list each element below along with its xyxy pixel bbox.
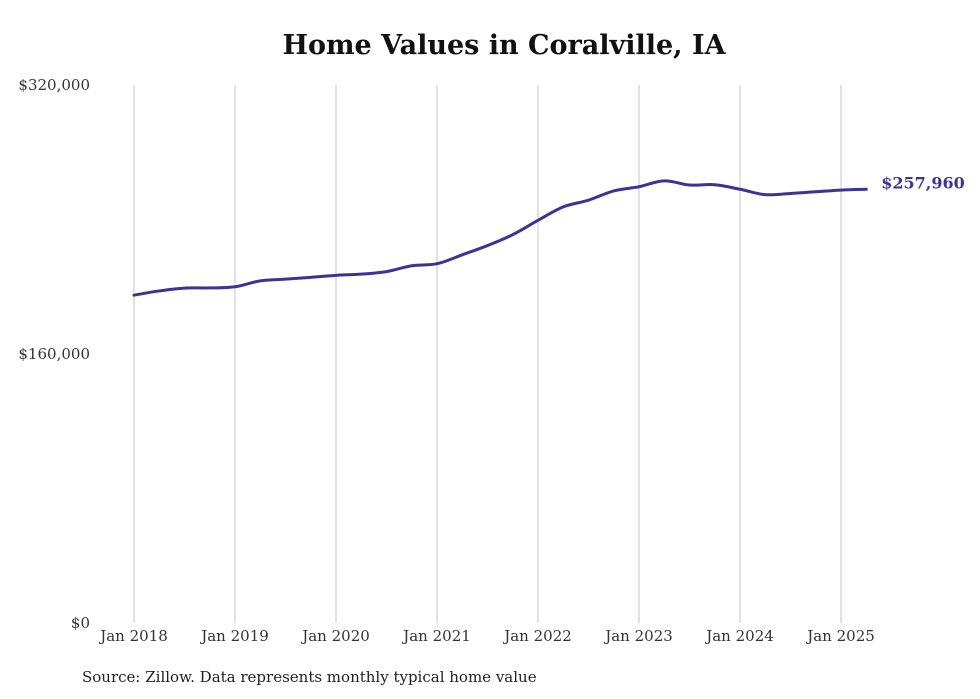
x-tick-label: Jan 2023 — [603, 627, 673, 645]
x-tick-label: Jan 2018 — [98, 627, 168, 645]
x-tick-label: Jan 2025 — [805, 627, 875, 645]
y-tick-label: $160,000 — [18, 345, 90, 363]
x-tick-label: Jan 2021 — [401, 627, 471, 645]
x-tick-label: Jan 2022 — [502, 627, 572, 645]
x-tick-label: Jan 2024 — [704, 627, 774, 645]
chart-title: Home Values in Coralville, IA — [282, 30, 726, 61]
source-note: Source: Zillow. Data represents monthly … — [82, 668, 537, 686]
series-line — [132, 179, 868, 297]
y-tick-label: $0 — [71, 614, 90, 632]
gridlines — [133, 85, 842, 623]
label-layer: $257,960 — [881, 173, 965, 192]
y-axis-ticks: $0 $160,000 $320,000 — [18, 76, 90, 632]
series-layer — [132, 179, 868, 297]
x-axis-ticks: Jan 2018 Jan 2019 Jan 2020 Jan 2021 Jan 2022… — [98, 627, 875, 645]
end-value-label: $257,960 — [881, 173, 965, 192]
y-tick-label: $320,000 — [18, 76, 90, 94]
x-tick-label: Jan 2020 — [300, 627, 370, 645]
x-tick-label: Jan 2019 — [199, 627, 269, 645]
